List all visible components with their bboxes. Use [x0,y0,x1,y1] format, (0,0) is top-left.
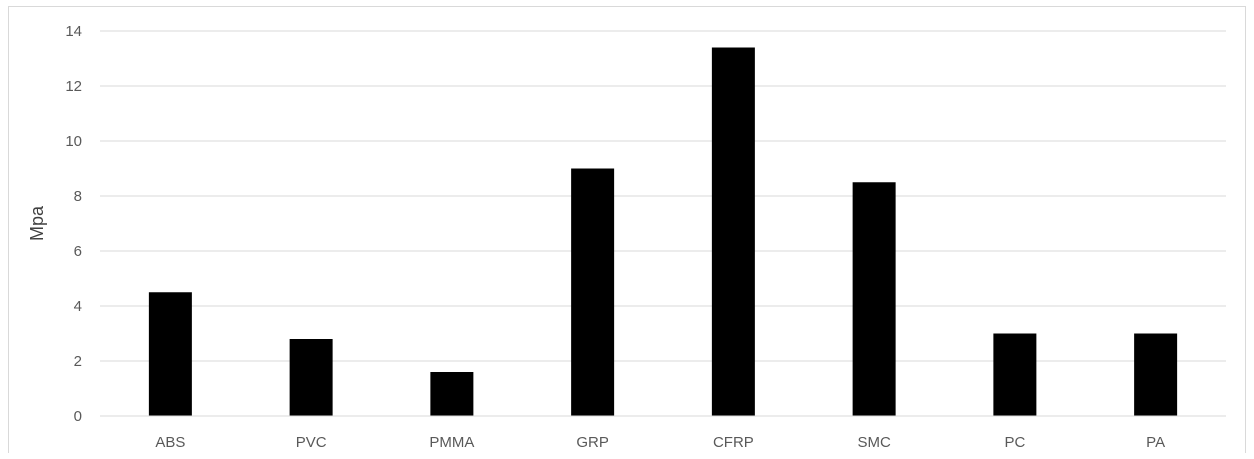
y-tick-label: 4 [74,298,82,315]
bar-pa [1134,333,1178,416]
x-tick-label: PMMA [429,434,474,451]
x-tick-label: SMC [857,434,891,451]
x-tick-label: PVC [296,434,327,451]
y-axis-title: Mpa [27,205,47,241]
bar-pmma [430,372,474,416]
bar-pvc [289,339,333,416]
x-tick-label: GRP [576,434,609,451]
bars [148,47,1178,416]
y-tick-label: 14 [65,23,82,40]
chart-area [8,6,1246,453]
bar-grp [571,168,615,416]
x-tick-label: ABS [155,434,185,451]
y-tick-label: 8 [74,188,82,205]
bar-smc [852,182,896,416]
x-tick-label: PA [1146,434,1165,451]
bar-pc [993,333,1037,416]
x-axis-ticks: ABS PVC PMMA GRP CFRP SMC PC PA [155,434,1165,451]
x-tick-label: PC [1004,434,1025,451]
y-axis-ticks: 0 2 4 6 8 10 12 14 [65,23,82,425]
bar-cfrp [711,47,755,416]
x-tick-label: CFRP [713,434,754,451]
y-tick-label: 6 [74,243,82,260]
y-tick-label: 10 [65,133,82,150]
gridlines [100,30,1226,362]
y-tick-label: 2 [74,353,82,370]
bar-abs [148,292,192,416]
y-tick-label: 12 [65,78,82,95]
y-tick-label: 0 [74,408,82,425]
